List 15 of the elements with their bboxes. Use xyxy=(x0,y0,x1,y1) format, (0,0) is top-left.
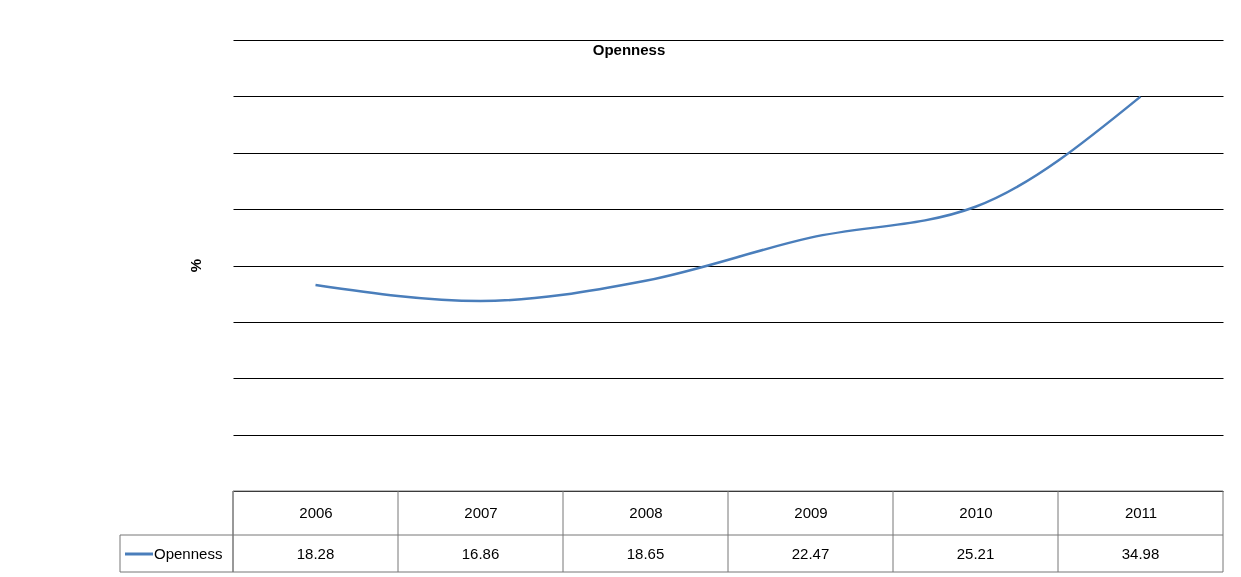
x-tick-label: 2011 xyxy=(1124,503,1158,521)
data-label: 16.86 xyxy=(461,545,500,562)
x-tick-label: 2006 xyxy=(299,503,333,521)
data-label: 22.47 xyxy=(791,545,830,562)
legend-label: Openness xyxy=(154,545,223,562)
data-label: 25.21 xyxy=(956,545,995,562)
x-tick-label: 2010 xyxy=(959,503,993,521)
data-label: 18.28 xyxy=(296,545,335,562)
x-tick-label: 2008 xyxy=(629,503,663,521)
data-label: 18.65 xyxy=(626,545,665,562)
y-axis-title: % xyxy=(186,258,204,273)
data-label: 34.98 xyxy=(1121,545,1160,562)
chart-title: Openness xyxy=(592,41,666,58)
x-tick-label: 2007 xyxy=(464,503,498,521)
x-tick-label: 2009 xyxy=(794,503,828,521)
